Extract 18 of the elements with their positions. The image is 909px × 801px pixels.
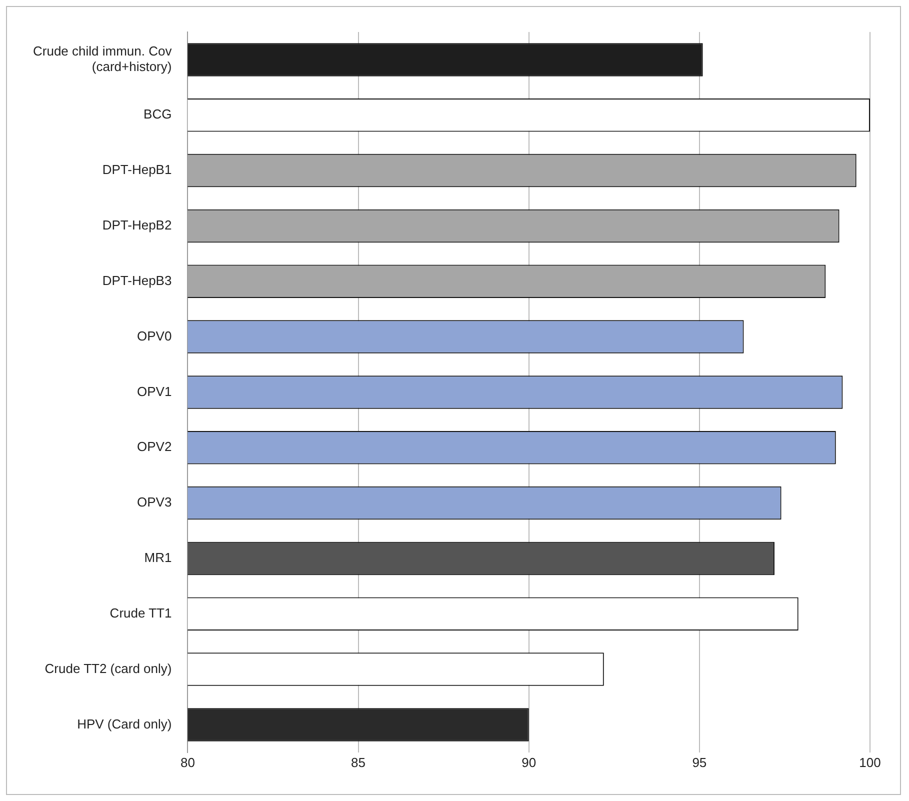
y-tick-label: Crude TT2 (card only) — [44, 660, 172, 676]
y-tick-label: OPV0 — [137, 328, 172, 344]
x-tick-label: 85 — [351, 754, 366, 770]
y-tick-label: BCG — [144, 106, 172, 122]
y-tick-label: DPT-HepB1 — [102, 162, 172, 178]
y-tick-label: HPV (Card only) — [77, 716, 172, 732]
x-tick-label: 90 — [522, 754, 536, 770]
y-tick-label: Crude child immun. Cov (card+history) — [32, 43, 172, 74]
y-tick-label: DPT-HepB2 — [102, 218, 172, 233]
y-tick-label: Crude TT1 — [110, 605, 172, 620]
y-tick-label: OPV3 — [137, 494, 172, 510]
y-tick-label: OPV1 — [137, 384, 172, 399]
x-tick-label: 80 — [180, 754, 195, 770]
x-tick-label: 100 — [859, 754, 881, 770]
x-tick-label: 95 — [692, 754, 707, 770]
y-tick-label: OPV2 — [137, 439, 172, 454]
y-tick-label: MR1 — [144, 550, 172, 566]
y-tick-label: DPT-HepB3 — [102, 272, 172, 288]
